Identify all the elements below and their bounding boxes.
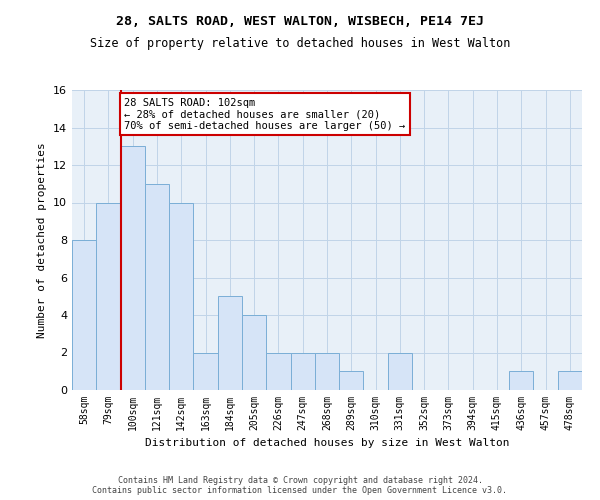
Text: 28, SALTS ROAD, WEST WALTON, WISBECH, PE14 7EJ: 28, SALTS ROAD, WEST WALTON, WISBECH, PE… xyxy=(116,15,484,28)
X-axis label: Distribution of detached houses by size in West Walton: Distribution of detached houses by size … xyxy=(145,438,509,448)
Bar xyxy=(242,315,266,390)
Bar xyxy=(193,352,218,390)
Bar xyxy=(266,352,290,390)
Text: Size of property relative to detached houses in West Walton: Size of property relative to detached ho… xyxy=(90,38,510,51)
Bar xyxy=(558,371,582,390)
Text: Contains HM Land Registry data © Crown copyright and database right 2024.
Contai: Contains HM Land Registry data © Crown c… xyxy=(92,476,508,495)
Bar xyxy=(290,352,315,390)
Bar xyxy=(96,202,121,390)
Bar xyxy=(169,202,193,390)
Bar xyxy=(145,184,169,390)
Bar xyxy=(121,146,145,390)
Bar xyxy=(388,352,412,390)
Bar xyxy=(509,371,533,390)
Bar xyxy=(72,240,96,390)
Bar xyxy=(218,296,242,390)
Y-axis label: Number of detached properties: Number of detached properties xyxy=(37,142,47,338)
Bar xyxy=(315,352,339,390)
Bar xyxy=(339,371,364,390)
Text: 28 SALTS ROAD: 102sqm
← 28% of detached houses are smaller (20)
70% of semi-deta: 28 SALTS ROAD: 102sqm ← 28% of detached … xyxy=(124,98,406,130)
